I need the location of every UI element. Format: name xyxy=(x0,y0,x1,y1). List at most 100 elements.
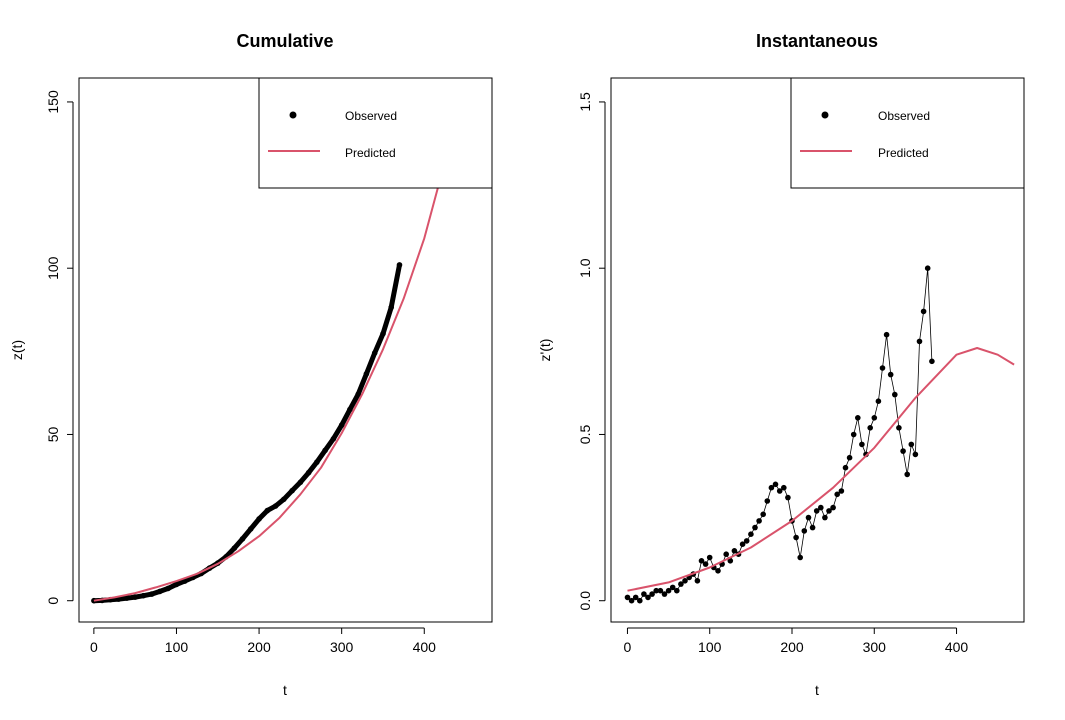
instantaneous-observed-point xyxy=(632,594,639,601)
instantaneous-observed-point xyxy=(772,481,779,488)
instantaneous-legend: Observed Predicted xyxy=(790,77,1025,189)
cumulative-observed-point xyxy=(281,496,287,503)
cumulative-predicted-line xyxy=(93,81,467,602)
cumulative-observed-point xyxy=(231,545,238,551)
cumulative-observed-point xyxy=(330,436,337,442)
instantaneous-observed-point xyxy=(920,308,927,315)
instantaneous-observed-point xyxy=(818,504,824,511)
instantaneous-observed-point xyxy=(706,554,713,561)
instantaneous-y-axis-label: z'(t) xyxy=(537,339,553,362)
cumulative-observed-point xyxy=(157,588,163,595)
instantaneous-observed-point xyxy=(661,591,668,597)
instantaneous-panel: Instantaneous 0 100 200 300 400 0.0 0.5 1.0 1.5… xyxy=(537,31,1025,698)
cumulative-legend-observed-label: Observed xyxy=(345,109,397,123)
instantaneous-observed-point xyxy=(645,594,651,601)
cumulative-y-axis: 0 50 100 150 xyxy=(45,90,74,605)
instantaneous-observed-point xyxy=(887,371,894,378)
instantaneous-observed-point xyxy=(637,597,643,604)
instantaneous-observed-point xyxy=(916,338,923,345)
instantaneous-legend-observed-marker xyxy=(821,111,829,119)
cumulative-x-tick-label: 200 xyxy=(247,639,271,655)
instantaneous-observed-point xyxy=(760,511,766,518)
cumulative-panel: Cumulative 0 100 200 300 400 0 50 100 150 t z(t… xyxy=(9,31,493,698)
instantaneous-observed-point xyxy=(731,548,738,554)
instantaneous-y-tick-label: 1.5 xyxy=(577,92,593,112)
instantaneous-title: Instantaneous xyxy=(756,31,878,51)
instantaneous-predicted-line xyxy=(627,347,1015,592)
cumulative-plot-area xyxy=(91,81,467,604)
cumulative-observed-point xyxy=(347,406,353,413)
instantaneous-observed-point xyxy=(797,554,803,561)
cumulative-observed-point xyxy=(272,503,279,509)
cumulative-observed-point xyxy=(363,371,370,377)
instantaneous-observed-point xyxy=(665,587,672,594)
cumulative-x-tick-label: 400 xyxy=(413,639,437,655)
instantaneous-observed-point xyxy=(785,494,791,501)
cumulative-legend-box xyxy=(258,77,493,189)
instantaneous-observed-point xyxy=(830,504,836,511)
instantaneous-observed-point xyxy=(628,597,635,604)
cumulative-y-tick-label: 0 xyxy=(45,597,61,605)
cumulative-observed-point xyxy=(264,507,271,514)
instantaneous-observed-point xyxy=(859,441,865,448)
cumulative-x-axis-label: t xyxy=(283,682,287,698)
instantaneous-y-tick-label: 0.5 xyxy=(577,425,593,445)
instantaneous-observed-point xyxy=(649,591,655,597)
instantaneous-observed-point xyxy=(669,584,676,591)
instantaneous-observed-point xyxy=(624,594,631,601)
cumulative-observed-point xyxy=(91,597,97,604)
instantaneous-observed-point xyxy=(756,518,762,524)
instantaneous-observed-point xyxy=(892,391,898,398)
cumulative-observed-point xyxy=(388,304,395,311)
cumulative-observed-point xyxy=(239,536,246,542)
cumulative-y-axis-label: z(t) xyxy=(9,340,25,360)
instantaneous-observed-point xyxy=(781,484,787,491)
instantaneous-observed-point xyxy=(678,581,684,587)
instantaneous-observed-point xyxy=(875,398,882,405)
cumulative-y-tick-label: 150 xyxy=(45,90,61,114)
instantaneous-observed-point xyxy=(855,415,861,421)
cumulative-legend: Observed Predicted xyxy=(258,77,493,189)
instantaneous-observed-point xyxy=(924,265,931,272)
instantaneous-observed-point xyxy=(752,524,758,531)
cumulative-observed-point xyxy=(371,350,378,356)
cumulative-observed-point xyxy=(396,262,403,268)
cumulative-observed-point xyxy=(132,594,138,600)
instantaneous-observed-point xyxy=(694,578,701,584)
cumulative-observed-point xyxy=(289,487,295,494)
instantaneous-observed-point xyxy=(768,484,775,491)
instantaneous-observed-point xyxy=(883,331,890,338)
cumulative-x-tick-label: 100 xyxy=(165,639,189,655)
cumulative-observed-point xyxy=(305,469,312,476)
instantaneous-observed-point xyxy=(912,451,919,458)
cumulative-observed-point xyxy=(248,526,254,532)
instantaneous-legend-observed-label: Observed xyxy=(878,109,930,123)
instantaneous-observed-point xyxy=(826,508,832,514)
cumulative-x-axis: 0 100 200 300 400 xyxy=(90,627,437,655)
instantaneous-x-tick-label: 200 xyxy=(780,639,804,655)
instantaneous-legend-predicted-label: Predicted xyxy=(878,146,929,160)
instantaneous-observed-point xyxy=(879,365,886,371)
instantaneous-observed-point xyxy=(715,568,721,574)
cumulative-legend-observed-marker xyxy=(289,111,297,119)
cumulative-y-tick-label: 50 xyxy=(45,426,61,442)
cumulative-observed-point xyxy=(355,391,362,398)
instantaneous-observed-point xyxy=(838,488,845,494)
instantaneous-observed-point xyxy=(896,425,902,431)
cumulative-observed-point xyxy=(173,581,180,588)
cumulative-observed-point xyxy=(380,330,386,337)
cumulative-legend-predicted-label: Predicted xyxy=(345,146,396,160)
instantaneous-observed-point xyxy=(908,441,915,448)
instantaneous-observed-point xyxy=(809,524,816,531)
instantaneous-observed-point xyxy=(842,464,849,471)
cumulative-observed-point xyxy=(256,516,262,522)
cumulative-y-tick-label: 100 xyxy=(45,256,61,280)
instantaneous-observed-point xyxy=(846,454,853,461)
instantaneous-observed-point xyxy=(822,514,828,521)
instantaneous-observed-point xyxy=(850,431,857,438)
instantaneous-observed-point xyxy=(641,591,647,597)
instantaneous-observed-point xyxy=(793,534,799,541)
cumulative-observed-point xyxy=(165,585,171,592)
cumulative-observed-point xyxy=(338,422,345,428)
instantaneous-x-tick-label: 0 xyxy=(624,639,632,655)
